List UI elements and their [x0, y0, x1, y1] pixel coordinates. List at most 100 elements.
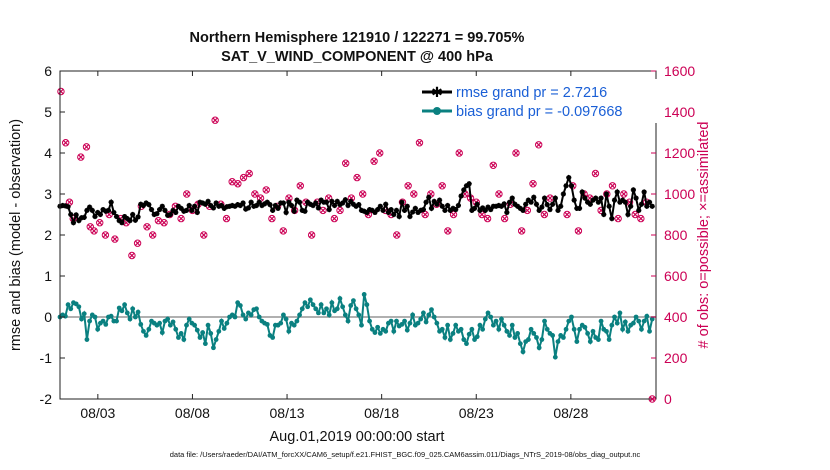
bias-point: [577, 326, 582, 332]
obs-assimilated-point: [308, 232, 315, 238]
rmse-point: [315, 205, 322, 211]
bias-point: [488, 314, 494, 320]
y-left-tick-label: -2: [40, 391, 53, 407]
bias-point: [299, 306, 305, 312]
rmse-point: [636, 207, 642, 213]
obs-assimilated-point: [58, 88, 64, 95]
rmse-point: [65, 204, 71, 210]
rmse-point: [261, 201, 268, 207]
bias-point: [186, 316, 192, 322]
bias-point: [286, 328, 292, 334]
rmse-point: [331, 202, 338, 209]
rmse-point: [485, 204, 491, 210]
bias-point: [211, 345, 216, 351]
rmse-point: [235, 202, 241, 208]
y-right-tick-label: 600: [664, 268, 688, 284]
bias-point: [297, 312, 302, 318]
bias-point: [108, 313, 114, 319]
rmse-point: [375, 206, 381, 213]
obs-possible-point: [483, 214, 492, 223]
rmse-point: [105, 207, 112, 213]
bias-point: [517, 341, 523, 347]
rmse-point: [270, 207, 276, 213]
rmse-point: [401, 207, 408, 213]
obs-assimilated-point: [235, 180, 241, 187]
y-right-tick-label: 0: [664, 391, 672, 407]
rmse-point: [571, 197, 577, 203]
rmse-point: [162, 207, 168, 213]
bias-point: [474, 334, 480, 340]
obs-assimilated-point: [144, 223, 150, 230]
obs-assimilated-point: [212, 117, 218, 124]
bias-point: [321, 310, 327, 316]
bias-point: [490, 322, 496, 328]
obs-assimilated-point: [524, 207, 531, 214]
bias-point: [79, 316, 84, 322]
obs-assimilated-point: [484, 215, 491, 222]
bias-point: [92, 314, 98, 320]
obs-possible-point: [529, 180, 537, 188]
rmse-point: [103, 208, 109, 214]
obs-possible-point: [353, 173, 361, 182]
obs-possible-point: [86, 223, 94, 231]
bias-point: [202, 341, 208, 347]
bias-point: [587, 339, 593, 344]
obs-possible-point: [177, 214, 185, 223]
rmse-point: [630, 187, 636, 193]
obs-assimilated-point: [331, 215, 338, 222]
obs-assimilated-point: [178, 215, 184, 222]
y-axis-left-label: rmse and bias (model - observation): [8, 119, 24, 351]
obs-assimilated-point: [102, 232, 109, 238]
rmse-point: [611, 197, 618, 203]
obs-assimilated-point: [286, 195, 292, 201]
bias-point: [178, 331, 184, 336]
bias-point: [305, 304, 311, 310]
rmse-point: [539, 204, 545, 210]
obs-possible-point: [149, 231, 157, 239]
obs-assimilated-point: [592, 170, 599, 177]
bias-point: [84, 337, 90, 342]
rmse-point: [593, 195, 599, 201]
bias-point: [205, 322, 211, 328]
bias-point: [130, 306, 136, 312]
bias-point: [197, 335, 203, 340]
bias-point: [351, 298, 356, 303]
bias-point: [237, 303, 243, 308]
obs-assimilated-point: [183, 191, 190, 197]
rmse-point: [350, 201, 357, 207]
rmse-point: [140, 202, 147, 209]
bias-point: [426, 312, 432, 318]
obs-assimilated-point: [320, 207, 326, 214]
bias-point: [313, 306, 319, 312]
bias-point: [434, 320, 440, 326]
bias-point: [243, 316, 249, 322]
x-tick-label: 08/08: [175, 405, 210, 421]
rmse-point: [603, 191, 610, 197]
bias-point: [633, 314, 639, 320]
obs-possible-point: [61, 139, 70, 147]
data-file-footer: data file: /Users/raeder/DAI/ATM_forcXX/…: [170, 450, 641, 459]
rmse-point: [450, 205, 456, 211]
bias-point: [598, 318, 604, 324]
bias-point: [644, 313, 650, 319]
bias-point: [461, 337, 467, 342]
rmse-point: [585, 199, 591, 205]
bias-point: [493, 318, 499, 324]
bias-point: [302, 300, 308, 306]
bias-point: [391, 328, 397, 334]
rmse-point: [305, 199, 311, 205]
rmse-point: [205, 198, 211, 204]
obs-assimilated-point: [280, 228, 287, 234]
rmse-point: [229, 202, 235, 209]
rmse-point: [318, 197, 324, 203]
y-right-tick-label: 1600: [664, 63, 695, 79]
rmse-point: [358, 207, 365, 213]
rmse-point: [515, 203, 521, 209]
obs-assimilated-point: [450, 211, 457, 218]
rmse-point: [566, 175, 572, 181]
obs-possible-point: [262, 186, 270, 194]
bias-point: [614, 320, 620, 326]
obs-possible-point: [222, 214, 231, 223]
rmse-point: [490, 203, 496, 209]
obs-assimilated-point: [541, 211, 548, 218]
